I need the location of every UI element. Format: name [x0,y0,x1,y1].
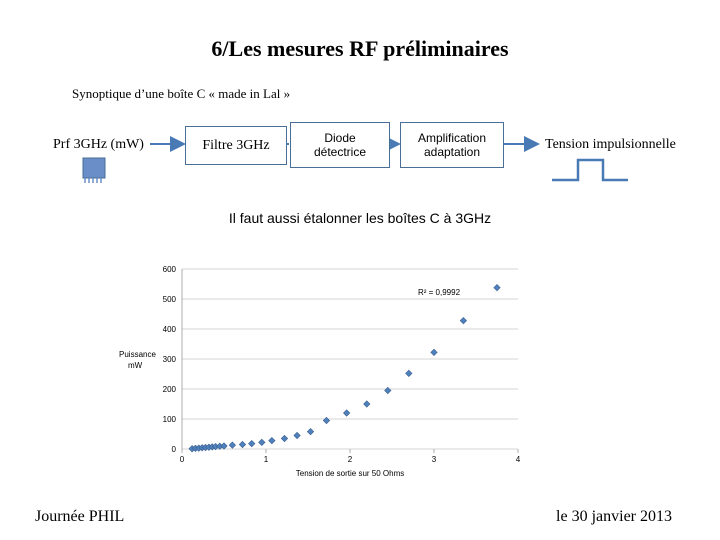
diode-block-label-2: détectrice [313,145,367,159]
diode-block-label-1: Diode [324,131,356,145]
data-point [493,283,501,292]
data-point [268,436,276,445]
data-point [322,416,331,425]
data-point [384,386,392,395]
data-point [343,409,351,417]
y-tick-label: 100 [163,415,177,424]
y-tick-label: 400 [163,325,177,334]
amplification-block-label-2: adaptation [423,145,481,159]
data-points [188,283,501,453]
y-tick-label: 200 [163,385,177,394]
page-title: 6/Les mesures RF préliminaires [211,36,509,61]
footer-date: le 30 janvier 2013 [556,508,672,525]
filter-block-label: Filtre 3GHz [202,137,270,153]
x-tick-label: 0 [180,455,185,464]
data-point [405,369,413,378]
data-point [293,431,301,440]
y-axis-label-line2: mW [128,361,143,370]
x-tick-label: 4 [516,455,521,464]
chart-grid [181,268,519,453]
data-point [228,441,237,449]
pulse-waveform-icon [552,158,628,182]
y-tick-label: 300 [163,355,177,364]
diagram-subtitle: Synoptique d’une boîte C « made in Lal » [72,86,291,101]
amplification-block-label-1: Amplification [417,131,487,145]
data-point [238,440,247,449]
x-axis-ticks: 0 1 2 3 4 [180,455,521,464]
y-tick-label: 0 [172,445,177,454]
data-point [430,348,438,357]
data-point [248,439,256,448]
data-point [363,400,371,408]
rf-connector-icon [82,157,106,183]
r-squared-annotation: R² = 0,9992 [418,288,461,297]
data-point [306,427,315,436]
footer-event: Journée PHIL [35,508,125,525]
data-point [280,434,289,443]
amplification-block: Amplification adaptation [400,122,504,168]
data-point [258,438,266,447]
calibration-note: Il faut aussi étalonner les boîtes C à 3… [228,210,492,226]
block-diagram [82,136,628,183]
x-tick-label: 2 [348,455,353,464]
data-point [220,442,228,450]
data-point [459,316,468,325]
y-tick-label: 600 [163,265,177,274]
output-signal-label: Tension impulsionnelle [545,137,676,152]
y-axis-label-line1: Puissance [119,350,156,359]
x-axis-label: Tension de sortie sur 50 Ohms [296,469,405,478]
x-tick-label: 1 [264,455,269,464]
y-tick-label: 500 [163,295,177,304]
diode-block: Diode détectrice [290,122,390,168]
y-axis-ticks: 0 100 200 300 400 500 600 [163,265,177,454]
filter-block: Filtre 3GHz [185,126,287,165]
x-tick-label: 3 [432,455,437,464]
calibration-chart: 0 100 200 300 400 500 600 0 1 2 3 4 R² = 0,9992 Pu… [119,265,521,478]
input-signal-label: Prf 3GHz (mW) [53,137,144,152]
